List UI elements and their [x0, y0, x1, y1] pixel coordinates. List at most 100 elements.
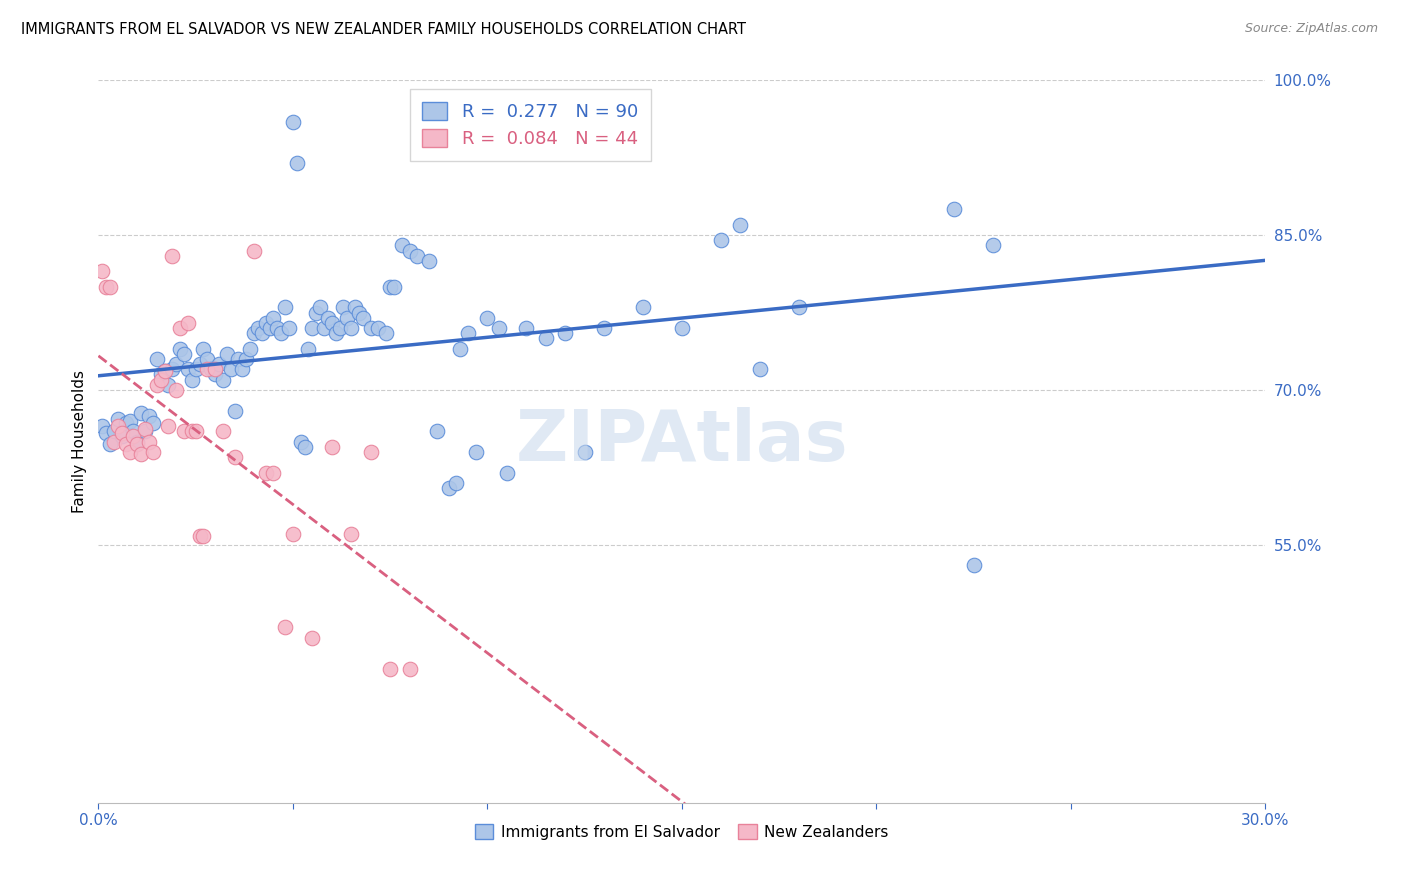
Point [231, 362, 253, 376]
Point [157, 377, 180, 392]
Point [98, 279, 121, 293]
Point [111, 429, 134, 443]
Point [574, 445, 596, 459]
Point [235, 351, 257, 366]
Point [316, 310, 339, 325]
Point [943, 202, 966, 217]
Point [464, 445, 486, 459]
Point [352, 310, 374, 325]
Point [129, 406, 152, 420]
Point [309, 301, 332, 315]
Point [195, 362, 218, 376]
Point [208, 357, 231, 371]
Point [184, 362, 207, 376]
Point [254, 316, 277, 330]
Point [449, 342, 471, 356]
Point [157, 419, 180, 434]
Point [91, 264, 114, 278]
Point [149, 368, 172, 382]
Point [127, 436, 149, 450]
Point [122, 429, 145, 443]
Point [129, 447, 152, 461]
Point [534, 331, 557, 345]
Point [246, 321, 269, 335]
Point [981, 238, 1004, 252]
Point [787, 301, 810, 315]
Text: ZIPAtlas: ZIPAtlas [516, 407, 848, 476]
Point [748, 362, 770, 376]
Point [212, 424, 235, 438]
Point [149, 373, 172, 387]
Point [162, 362, 184, 376]
Point [114, 416, 136, 430]
Point [239, 342, 262, 356]
Point [262, 466, 284, 480]
Point [367, 321, 389, 335]
Point [375, 326, 398, 340]
Point [138, 409, 160, 423]
Point [446, 475, 468, 490]
Point [554, 326, 576, 340]
Point [193, 529, 215, 543]
Point [107, 412, 129, 426]
Point [270, 326, 292, 340]
Point [118, 414, 141, 428]
Point [195, 351, 218, 366]
Point [122, 424, 145, 438]
Point [321, 440, 343, 454]
Point [146, 351, 169, 366]
Point [305, 305, 328, 319]
Point [96, 426, 118, 441]
Point [204, 368, 226, 382]
Point [360, 321, 382, 335]
Point [312, 321, 335, 335]
Point [259, 321, 281, 335]
Point [340, 527, 363, 541]
Point [107, 419, 129, 434]
Point [111, 426, 134, 441]
Point [177, 316, 200, 330]
Point [382, 279, 405, 293]
Point [127, 434, 149, 449]
Point [142, 416, 165, 430]
Point [631, 301, 654, 315]
Point [224, 450, 246, 464]
Point [457, 326, 479, 340]
Point [496, 466, 519, 480]
Point [91, 419, 114, 434]
Point [212, 373, 235, 387]
Point [165, 383, 187, 397]
Point [180, 373, 202, 387]
Point [219, 362, 242, 376]
Point [188, 529, 211, 543]
Point [274, 301, 297, 315]
Point [169, 321, 191, 335]
Point [177, 362, 200, 376]
Point [153, 364, 176, 378]
Point [301, 321, 323, 335]
Point [290, 434, 312, 449]
Point [254, 466, 277, 480]
Point [281, 114, 304, 128]
Point [165, 357, 187, 371]
Point [266, 321, 288, 335]
Point [325, 326, 347, 340]
Point [347, 305, 370, 319]
Point [173, 347, 195, 361]
Point [134, 424, 156, 438]
Point [103, 434, 125, 449]
Point [593, 321, 616, 335]
Point [297, 342, 319, 356]
Point [360, 445, 382, 459]
Point [340, 321, 363, 335]
Point [344, 301, 367, 315]
Point [134, 422, 156, 436]
Point [169, 342, 191, 356]
Point [329, 321, 352, 335]
Point [98, 436, 121, 450]
Point [173, 424, 195, 438]
Point [294, 440, 316, 454]
Point [162, 249, 184, 263]
Point [391, 238, 413, 252]
Point [200, 362, 222, 376]
